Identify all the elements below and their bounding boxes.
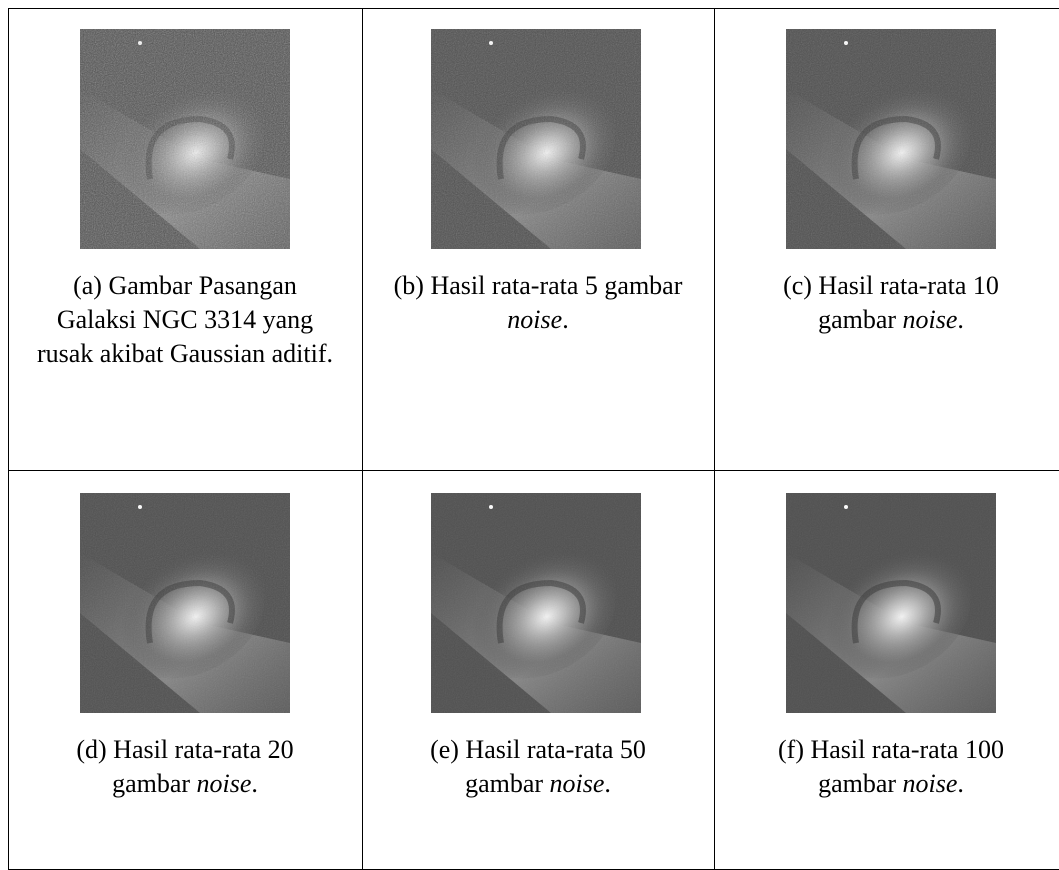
caption: (c) Hasil rata-rata 10 gambar noise.	[741, 269, 1041, 337]
cell: (f) Hasil rata-rata 100 gambar noise.	[714, 470, 1059, 870]
cell: (e) Hasil rata-rata 50 gambar noise.	[362, 470, 715, 870]
galaxy-image	[431, 29, 641, 249]
cell: (a) Gambar Pasangan Galaksi NGC 3314 yan…	[8, 8, 363, 471]
caption-end: .	[251, 769, 258, 798]
caption-emphasis: noise	[549, 769, 605, 798]
caption: (b) Hasil rata-rata 5 gambar noise.	[388, 269, 688, 337]
caption-text: (d) Hasil rata-rata 20 gambar	[76, 735, 294, 798]
caption-text: (a) Gambar Pasangan Galaksi NGC 3314 yan…	[36, 271, 334, 368]
galaxy-image	[80, 493, 290, 713]
galaxy-image	[786, 493, 996, 713]
caption-end: .	[562, 305, 569, 334]
caption-emphasis: noise	[902, 305, 958, 334]
caption-end: .	[604, 769, 611, 798]
cell: (d) Hasil rata-rata 20 gambar noise.	[8, 470, 363, 870]
caption: (e) Hasil rata-rata 50 gambar noise.	[388, 733, 688, 801]
page: (a) Gambar Pasangan Galaksi NGC 3314 yan…	[8, 8, 1059, 870]
galaxy-image	[80, 29, 290, 249]
caption: (a) Gambar Pasangan Galaksi NGC 3314 yan…	[35, 269, 335, 371]
caption: (d) Hasil rata-rata 20 gambar noise.	[35, 733, 335, 801]
caption-text: (f) Hasil rata-rata 100 gambar	[778, 735, 1004, 798]
caption-text: (b) Hasil rata-rata 5 gambar	[393, 271, 683, 300]
caption-emphasis: noise	[507, 305, 563, 334]
galaxy-image	[786, 29, 996, 249]
cell: (c) Hasil rata-rata 10 gambar noise.	[714, 8, 1059, 471]
caption-text: (c) Hasil rata-rata 10 gambar	[783, 271, 999, 334]
caption-emphasis: noise	[902, 769, 958, 798]
caption-end: .	[957, 769, 964, 798]
caption-emphasis: noise	[196, 769, 252, 798]
caption: (f) Hasil rata-rata 100 gambar noise.	[741, 733, 1041, 801]
cell: (b) Hasil rata-rata 5 gambar noise.	[362, 8, 715, 471]
caption-end: .	[957, 305, 964, 334]
caption-text: (e) Hasil rata-rata 50 gambar	[430, 735, 646, 798]
galaxy-image	[431, 493, 641, 713]
